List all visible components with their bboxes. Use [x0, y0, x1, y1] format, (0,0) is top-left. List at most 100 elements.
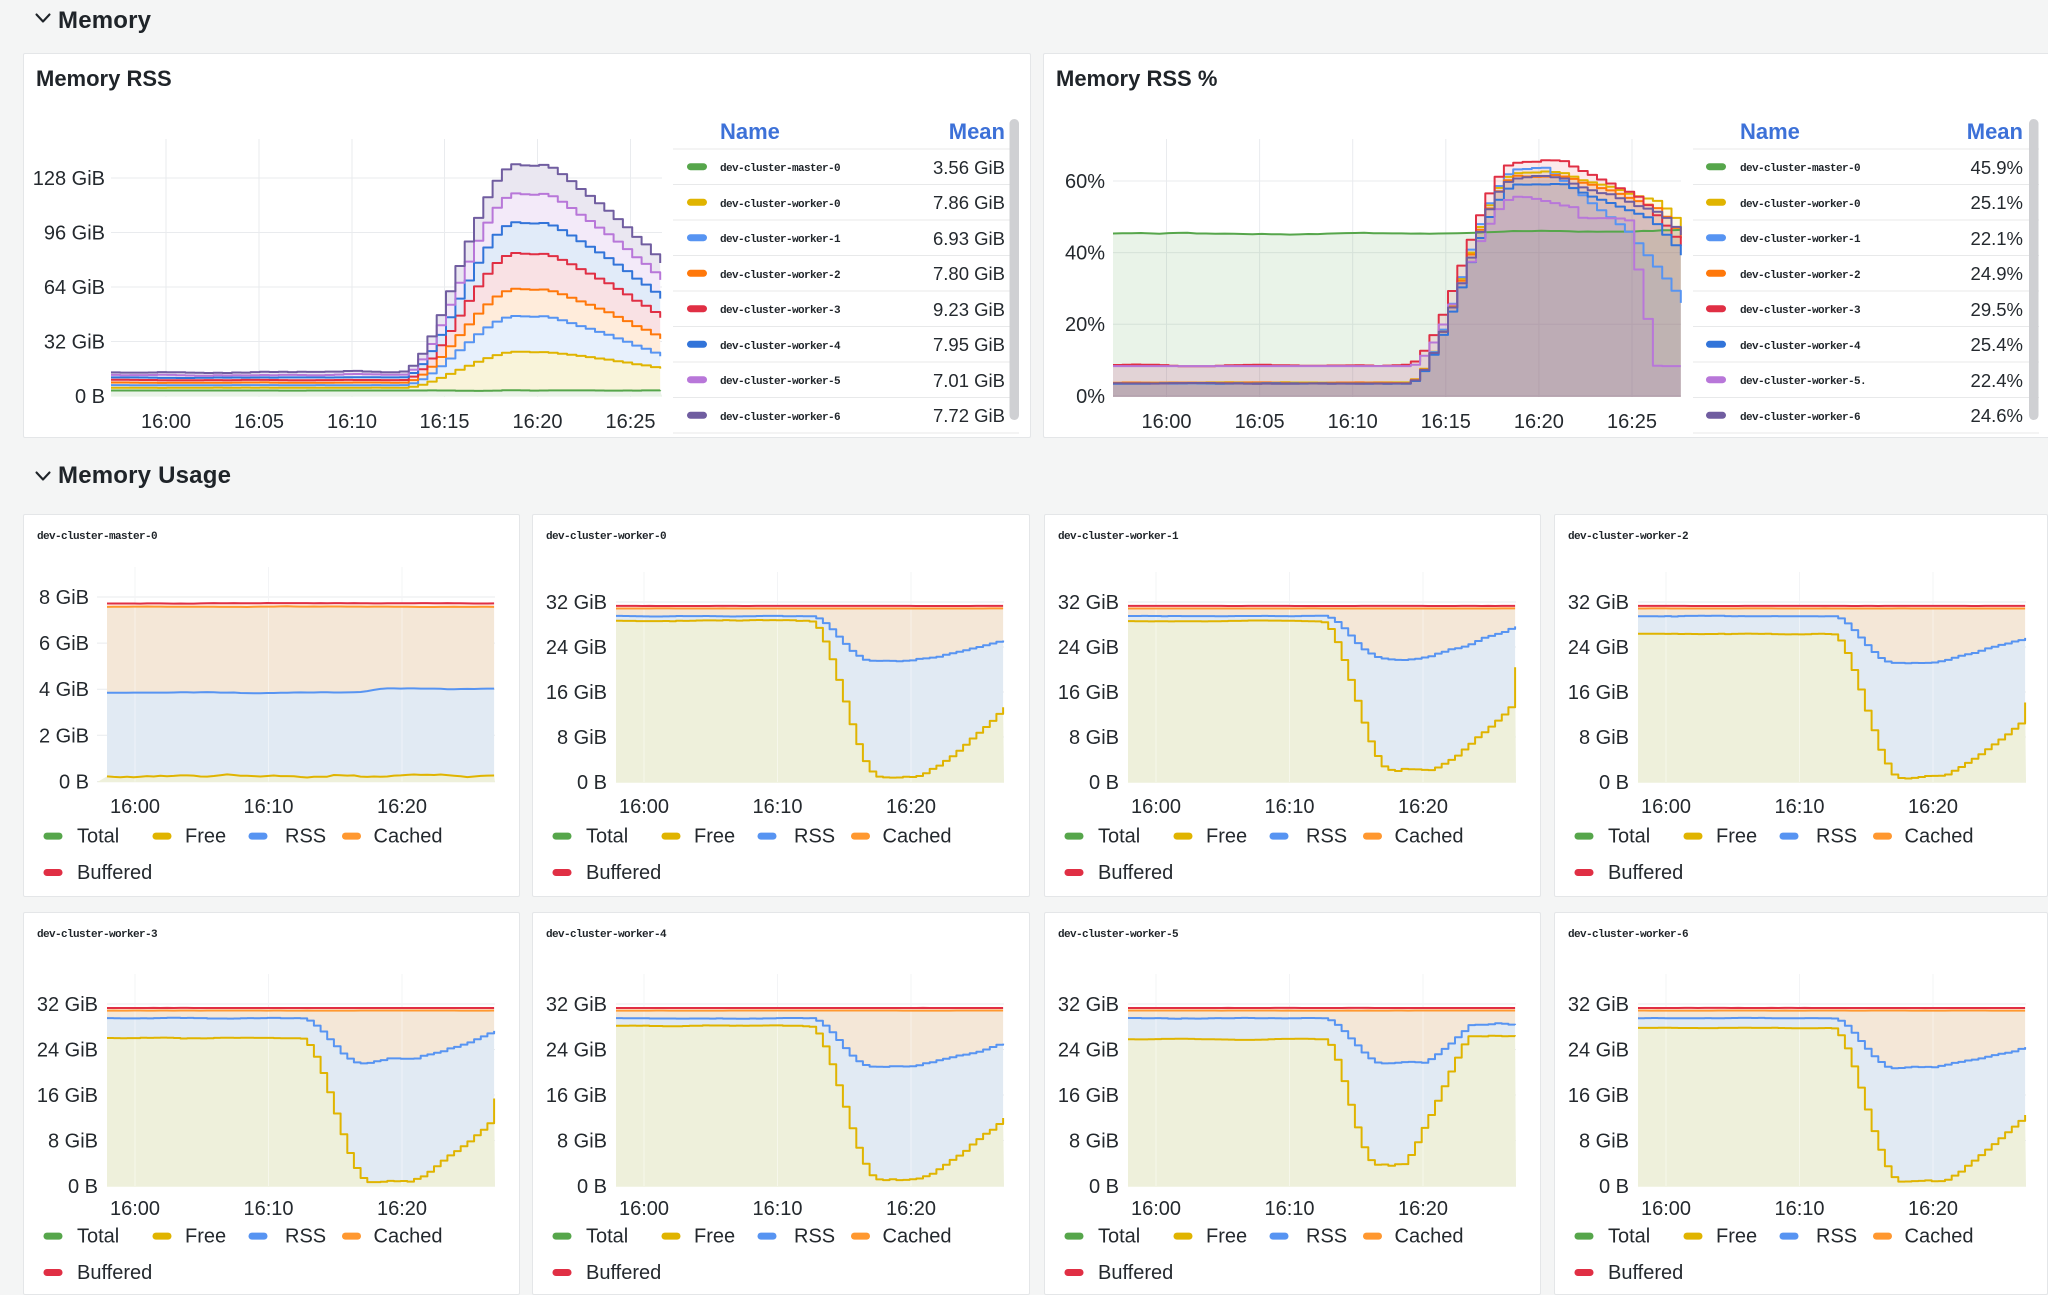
svg-text:8 GiB: 8 GiB — [48, 1131, 98, 1153]
svg-text:16:20: 16:20 — [1908, 1198, 1958, 1220]
svg-text:64 GiB: 64 GiB — [44, 277, 105, 299]
svg-text:16:25: 16:25 — [1607, 411, 1657, 433]
svg-text:RSS: RSS — [285, 1226, 326, 1248]
svg-text:8 GiB: 8 GiB — [1579, 727, 1629, 749]
svg-text:dev-cluster-worker-6: dev-cluster-worker-6 — [720, 412, 840, 424]
svg-text:16 GiB: 16 GiB — [37, 1085, 98, 1107]
svg-text:32 GiB: 32 GiB — [1058, 592, 1119, 614]
svg-text:Total: Total — [1608, 826, 1650, 848]
svg-text:32 GiB: 32 GiB — [37, 994, 98, 1016]
svg-text:Buffered: Buffered — [586, 1262, 661, 1284]
svg-text:dev-cluster-worker-0: dev-cluster-worker-0 — [720, 199, 840, 211]
svg-text:16:20: 16:20 — [512, 411, 562, 433]
svg-text:16:10: 16:10 — [243, 796, 293, 818]
svg-text:16 GiB: 16 GiB — [1568, 1085, 1629, 1107]
svg-text:16:10: 16:10 — [1264, 796, 1314, 818]
svg-text:16:10: 16:10 — [1328, 411, 1378, 433]
svg-text:dev-cluster-worker-1: dev-cluster-worker-1 — [1058, 531, 1179, 543]
svg-text:96 GiB: 96 GiB — [44, 223, 105, 245]
svg-text:16:25: 16:25 — [605, 411, 655, 433]
svg-text:Total: Total — [1098, 1226, 1140, 1248]
svg-text:dev-cluster-worker-1: dev-cluster-worker-1 — [1740, 234, 1861, 246]
svg-text:Total: Total — [1098, 826, 1140, 848]
svg-text:24 GiB: 24 GiB — [546, 637, 607, 659]
svg-text:24.6%: 24.6% — [1971, 405, 2023, 426]
svg-text:45.9%: 45.9% — [1971, 157, 2023, 178]
svg-text:24 GiB: 24 GiB — [37, 1040, 98, 1062]
svg-text:8 GiB: 8 GiB — [1069, 727, 1119, 749]
svg-text:Free: Free — [1716, 826, 1757, 848]
svg-text:16:10: 16:10 — [1264, 1198, 1314, 1220]
svg-text:dev-cluster-worker-5: dev-cluster-worker-5 — [1058, 929, 1179, 941]
svg-text:dev-cluster-worker-3: dev-cluster-worker-3 — [37, 929, 158, 941]
svg-text:Free: Free — [185, 1226, 226, 1248]
svg-text:7.80 GiB: 7.80 GiB — [933, 263, 1005, 284]
svg-text:Cached: Cached — [883, 1226, 952, 1248]
svg-text:16 GiB: 16 GiB — [546, 1085, 607, 1107]
svg-text:Buffered: Buffered — [1098, 862, 1173, 884]
svg-text:Free: Free — [1716, 1226, 1757, 1248]
svg-text:0 B: 0 B — [1089, 772, 1119, 794]
svg-text:6 GiB: 6 GiB — [39, 633, 89, 655]
svg-text:Mean: Mean — [949, 119, 1005, 144]
svg-text:16:10: 16:10 — [752, 796, 802, 818]
svg-text:dev-cluster-worker-4: dev-cluster-worker-4 — [546, 929, 667, 941]
svg-text:22.1%: 22.1% — [1971, 228, 2023, 249]
svg-text:dev-cluster-worker-1: dev-cluster-worker-1 — [720, 234, 841, 246]
svg-text:dev-cluster-worker-5.: dev-cluster-worker-5. — [1740, 376, 1866, 388]
svg-text:dev-cluster-worker-4: dev-cluster-worker-4 — [720, 341, 841, 353]
svg-text:Cached: Cached — [1905, 826, 1974, 848]
svg-text:16:05: 16:05 — [234, 411, 284, 433]
svg-text:0 B: 0 B — [577, 772, 607, 794]
svg-text:60%: 60% — [1065, 171, 1105, 193]
svg-text:16 GiB: 16 GiB — [1058, 682, 1119, 704]
svg-text:Buffered: Buffered — [77, 1262, 152, 1284]
svg-text:32 GiB: 32 GiB — [1058, 994, 1119, 1016]
svg-text:RSS: RSS — [794, 826, 835, 848]
svg-text:dev-cluster-worker-3: dev-cluster-worker-3 — [1740, 305, 1861, 317]
svg-text:Cached: Cached — [1395, 826, 1464, 848]
svg-text:Free: Free — [694, 826, 735, 848]
svg-text:24 GiB: 24 GiB — [546, 1040, 607, 1062]
svg-text:16:00: 16:00 — [1641, 1198, 1691, 1220]
svg-text:Cached: Cached — [883, 826, 952, 848]
svg-text:Total: Total — [586, 1226, 628, 1248]
svg-text:16:15: 16:15 — [1421, 411, 1471, 433]
svg-text:8 GiB: 8 GiB — [1069, 1131, 1119, 1153]
svg-text:16:20: 16:20 — [1908, 796, 1958, 818]
svg-text:Total: Total — [586, 826, 628, 848]
svg-text:7.95 GiB: 7.95 GiB — [933, 334, 1005, 355]
svg-text:24 GiB: 24 GiB — [1568, 1040, 1629, 1062]
svg-text:16:10: 16:10 — [327, 411, 377, 433]
svg-text:0 B: 0 B — [1599, 1176, 1629, 1198]
svg-text:16:20: 16:20 — [377, 1198, 427, 1220]
svg-text:0%: 0% — [1076, 386, 1105, 408]
svg-text:32 GiB: 32 GiB — [546, 994, 607, 1016]
svg-text:0 B: 0 B — [68, 1176, 98, 1198]
svg-text:24 GiB: 24 GiB — [1058, 1040, 1119, 1062]
svg-text:dev-cluster-master-0: dev-cluster-master-0 — [1740, 163, 1860, 175]
svg-text:16:00: 16:00 — [1131, 1198, 1181, 1220]
svg-text:0 B: 0 B — [577, 1176, 607, 1198]
svg-text:Cached: Cached — [374, 826, 443, 848]
svg-text:25.4%: 25.4% — [1971, 334, 2023, 355]
svg-text:Buffered: Buffered — [1098, 1262, 1173, 1284]
svg-text:dev-cluster-worker-2: dev-cluster-worker-2 — [1568, 531, 1688, 543]
svg-text:Memory RSS: Memory RSS — [36, 66, 172, 91]
svg-text:7.01 GiB: 7.01 GiB — [933, 370, 1005, 391]
svg-text:22.4%: 22.4% — [1971, 370, 2023, 391]
svg-text:20%: 20% — [1065, 314, 1105, 336]
svg-text:dev-cluster-worker-2: dev-cluster-worker-2 — [1740, 270, 1860, 282]
svg-text:16:10: 16:10 — [1774, 1198, 1824, 1220]
svg-text:dev-cluster-master-0: dev-cluster-master-0 — [720, 163, 840, 175]
svg-text:16:20: 16:20 — [1514, 411, 1564, 433]
svg-text:7.72 GiB: 7.72 GiB — [933, 405, 1005, 426]
svg-text:16 GiB: 16 GiB — [546, 682, 607, 704]
svg-text:4 GiB: 4 GiB — [39, 679, 89, 701]
svg-text:Name: Name — [720, 119, 780, 144]
svg-text:dev-cluster-worker-0: dev-cluster-worker-0 — [546, 531, 666, 543]
svg-text:3.56 GiB: 3.56 GiB — [933, 157, 1005, 178]
svg-text:Memory RSS %: Memory RSS % — [1056, 66, 1217, 91]
svg-text:Buffered: Buffered — [586, 862, 661, 884]
svg-text:16:15: 16:15 — [419, 411, 469, 433]
